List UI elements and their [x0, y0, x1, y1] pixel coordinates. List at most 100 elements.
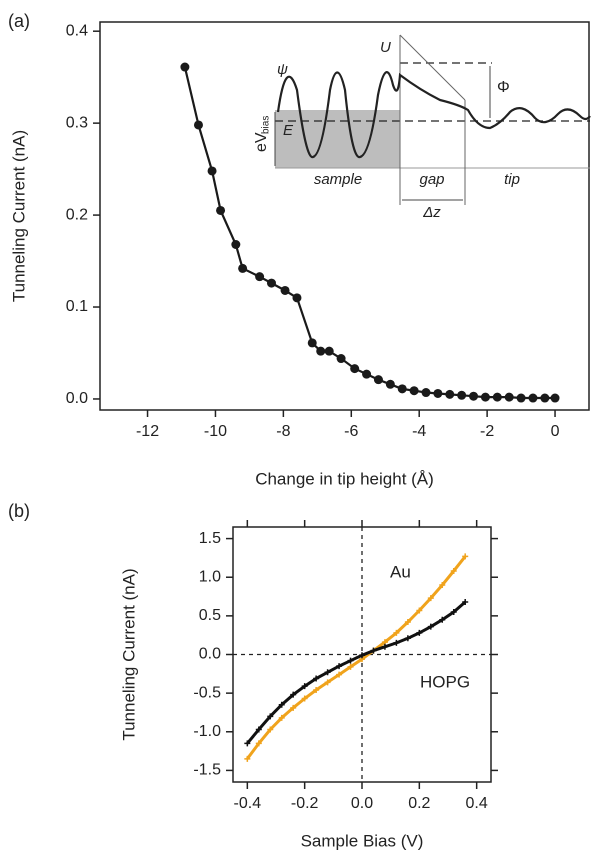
data-point — [324, 346, 334, 356]
x-tick-label: -10 — [204, 423, 227, 440]
panel-label: (a) — [8, 11, 30, 31]
data-point — [347, 663, 354, 670]
data-point — [409, 386, 419, 396]
y-tick-label: -0.5 — [193, 684, 221, 701]
inset-barrier — [399, 34, 466, 101]
data-point — [385, 379, 395, 389]
data-point — [540, 393, 550, 403]
data-point — [336, 671, 343, 678]
data-point — [180, 62, 190, 72]
data-point — [244, 740, 251, 747]
data-point — [427, 595, 434, 602]
inset-label: Δz — [422, 204, 441, 221]
y-tick-label: 0.4 — [66, 22, 88, 39]
data-point — [492, 392, 502, 402]
data-point — [462, 553, 469, 560]
y-tick-label: 0.0 — [66, 390, 88, 407]
data-point — [528, 393, 538, 403]
inset-label: E — [283, 122, 294, 139]
data-point — [416, 607, 423, 614]
data-point — [393, 639, 400, 646]
data-point — [278, 714, 285, 721]
inset-label: eV — [253, 132, 270, 152]
x-tick-label: 0.4 — [466, 795, 488, 812]
x-tick-label: -0.4 — [234, 795, 262, 812]
y-tick-label: 1.0 — [199, 568, 221, 585]
panel: (a) Change in tip height (Å) Tunneling Cur… — [8, 11, 590, 488]
x-tick-label: 0.2 — [408, 795, 430, 812]
x-tick-label: -4 — [412, 423, 426, 440]
data-point — [255, 272, 265, 282]
plot-frame — [99, 21, 590, 411]
data-point — [255, 740, 262, 747]
y-tick-label: 1.5 — [199, 530, 221, 547]
x-tick-label: -2 — [480, 423, 494, 440]
data-point — [439, 581, 446, 588]
panel-label: (b) — [8, 501, 30, 521]
data-point — [359, 652, 365, 659]
inset-wavefunction — [276, 71, 591, 159]
inset-label: tip — [504, 171, 520, 188]
data-point — [231, 240, 241, 250]
data-point — [404, 635, 411, 642]
data-point — [336, 354, 346, 364]
data-point — [469, 391, 479, 401]
data-point — [324, 679, 331, 686]
data-point — [404, 619, 411, 626]
data-point — [480, 392, 490, 402]
inset-label: U — [380, 39, 391, 56]
y-tick-label: -1.5 — [193, 762, 221, 779]
inset-shade — [275, 110, 400, 168]
inset-label: ψ — [277, 61, 288, 78]
data-point — [301, 695, 308, 702]
inset-label: Φ — [497, 79, 510, 96]
data-line — [246, 555, 467, 760]
inset-label: bias — [261, 116, 272, 134]
x-axis-label: Sample Bias (V) — [301, 831, 424, 850]
y-tick-label: 0.0 — [199, 646, 221, 663]
data-point — [433, 388, 443, 398]
series-label: Au — [390, 562, 411, 581]
inset-diagram: ψ U Φ E eV bias sample gap Δz tip — [253, 34, 591, 221]
data-point — [457, 390, 467, 400]
x-axis-label: Change in tip height (Å) — [255, 469, 434, 488]
y-tick-label: 0.3 — [66, 114, 88, 131]
data-point — [450, 568, 457, 575]
data-point — [416, 629, 423, 636]
data-point — [393, 629, 400, 636]
data-point — [313, 675, 320, 682]
y-tick-label: -1.0 — [193, 723, 221, 740]
data-point — [290, 704, 297, 711]
data-point — [278, 701, 285, 708]
data-point — [373, 375, 383, 385]
panel: (b) Sample Bias (V) Tunneling Current (nA)… — [8, 501, 498, 850]
data-point — [362, 369, 372, 379]
inset-label: sample — [314, 171, 362, 188]
x-tick-label: 0.0 — [351, 795, 373, 812]
data-point — [550, 393, 560, 403]
y-tick-label: 0.2 — [66, 206, 88, 223]
x-tick-label: 0 — [551, 423, 560, 440]
inset-label: gap — [419, 171, 444, 188]
data-point — [193, 120, 203, 130]
data-point — [216, 205, 226, 215]
data-point — [313, 687, 320, 694]
y-axis-label: Tunneling Current (nA) — [119, 568, 138, 740]
data-point — [347, 657, 354, 664]
data-point — [266, 278, 276, 288]
data-point — [350, 364, 360, 374]
x-tick-label: -12 — [136, 423, 159, 440]
data-point — [421, 388, 431, 398]
data-point — [267, 726, 274, 733]
data-point — [207, 166, 217, 176]
data-point — [427, 623, 434, 630]
data-point — [238, 263, 248, 273]
x-tick-label: -0.2 — [291, 795, 319, 812]
data-point — [516, 393, 526, 403]
x-tick-label: -8 — [276, 423, 290, 440]
y-axis-label: Tunneling Current (nA) — [9, 130, 28, 302]
x-tick-label: -6 — [344, 423, 358, 440]
data-point — [290, 691, 297, 698]
data-point — [370, 647, 377, 654]
